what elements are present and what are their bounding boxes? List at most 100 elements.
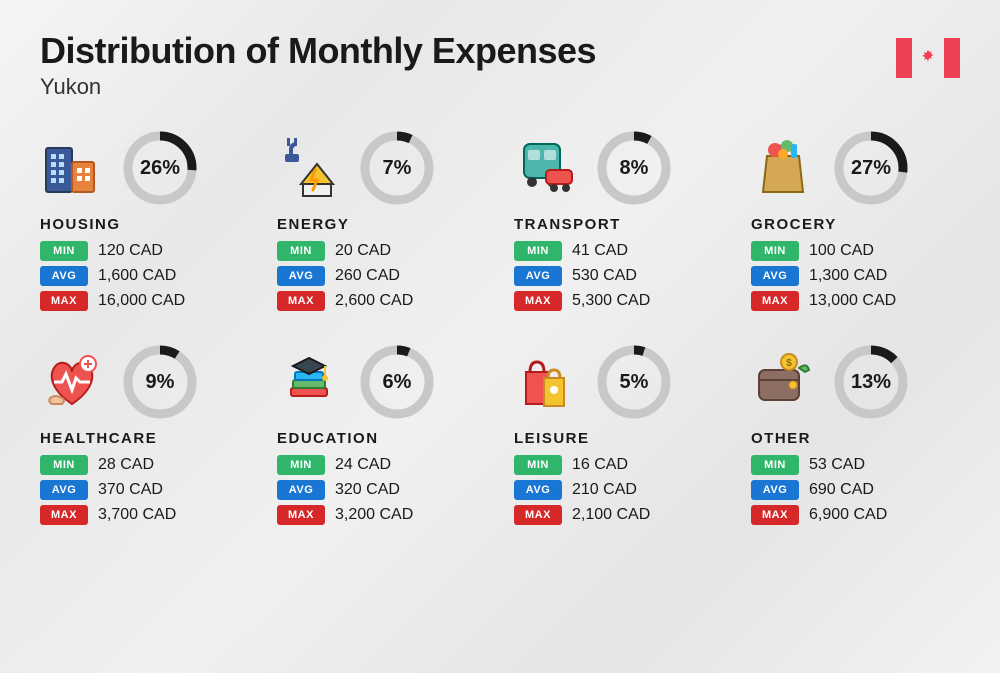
max-badge: MAX — [514, 505, 562, 525]
avg-value: 530 CAD — [572, 267, 637, 285]
page-title: Distribution of Monthly Expenses — [40, 30, 596, 72]
avg-badge: AVG — [514, 480, 562, 500]
percent-donut: 13% — [833, 344, 909, 420]
percent-label: 7% — [359, 130, 435, 206]
min-badge: MIN — [751, 455, 799, 475]
avg-value: 260 CAD — [335, 267, 400, 285]
stat-row-avg: AVG 260 CAD — [277, 266, 486, 286]
stat-row-avg: AVG 320 CAD — [277, 480, 486, 500]
region-name: Yukon — [40, 74, 596, 100]
max-badge: MAX — [40, 291, 88, 311]
energy-icon — [277, 136, 341, 200]
expense-card-transport: 8% TRANSPORT MIN 41 CAD AVG 530 CAD MAX … — [514, 130, 723, 316]
transport-icon — [514, 136, 578, 200]
avg-value: 210 CAD — [572, 481, 637, 499]
stat-row-avg: AVG 530 CAD — [514, 266, 723, 286]
expense-card-energy: 7% ENERGY MIN 20 CAD AVG 260 CAD MAX 2,6… — [277, 130, 486, 316]
max-value: 2,600 CAD — [335, 292, 413, 310]
min-value: 100 CAD — [809, 242, 874, 260]
avg-badge: AVG — [751, 266, 799, 286]
max-value: 13,000 CAD — [809, 292, 896, 310]
expense-card-healthcare: 9% HEALTHCARE MIN 28 CAD AVG 370 CAD MAX… — [40, 344, 249, 530]
min-value: 28 CAD — [98, 456, 154, 474]
stat-row-min: MIN 120 CAD — [40, 241, 249, 261]
max-badge: MAX — [751, 291, 799, 311]
canada-flag-icon — [896, 38, 960, 78]
percent-label: 9% — [122, 344, 198, 420]
max-value: 3,700 CAD — [98, 506, 176, 524]
stat-row-min: MIN 100 CAD — [751, 241, 960, 261]
percent-donut: 26% — [122, 130, 198, 206]
max-value: 2,100 CAD — [572, 506, 650, 524]
stat-row-avg: AVG 210 CAD — [514, 480, 723, 500]
min-value: 20 CAD — [335, 242, 391, 260]
percent-label: 13% — [833, 344, 909, 420]
max-value: 5,300 CAD — [572, 292, 650, 310]
min-badge: MIN — [277, 241, 325, 261]
avg-value: 690 CAD — [809, 481, 874, 499]
percent-label: 26% — [122, 130, 198, 206]
max-badge: MAX — [514, 291, 562, 311]
min-badge: MIN — [277, 455, 325, 475]
stat-row-max: MAX 13,000 CAD — [751, 291, 960, 311]
avg-badge: AVG — [277, 480, 325, 500]
max-badge: MAX — [277, 505, 325, 525]
max-badge: MAX — [751, 505, 799, 525]
stat-row-max: MAX 6,900 CAD — [751, 505, 960, 525]
avg-badge: AVG — [40, 266, 88, 286]
expense-card-other: $ 13% OTHER MIN 53 CAD AVG 690 CAD MAX 6… — [751, 344, 960, 530]
category-name: OTHER — [751, 430, 960, 447]
stat-row-avg: AVG 690 CAD — [751, 480, 960, 500]
healthcare-icon — [40, 350, 104, 414]
stat-row-avg: AVG 1,600 CAD — [40, 266, 249, 286]
min-value: 120 CAD — [98, 242, 163, 260]
stat-row-avg: AVG 370 CAD — [40, 480, 249, 500]
other-icon: $ — [751, 350, 815, 414]
percent-donut: 9% — [122, 344, 198, 420]
percent-donut: 8% — [596, 130, 672, 206]
expense-card-grocery: 27% GROCERY MIN 100 CAD AVG 1,300 CAD MA… — [751, 130, 960, 316]
max-value: 6,900 CAD — [809, 506, 887, 524]
category-name: HOUSING — [40, 216, 249, 233]
avg-badge: AVG — [751, 480, 799, 500]
percent-label: 27% — [833, 130, 909, 206]
avg-value: 320 CAD — [335, 481, 400, 499]
education-icon — [277, 350, 341, 414]
grocery-icon — [751, 136, 815, 200]
stat-row-min: MIN 20 CAD — [277, 241, 486, 261]
percent-label: 8% — [596, 130, 672, 206]
min-badge: MIN — [514, 455, 562, 475]
title-block: Distribution of Monthly Expenses Yukon — [40, 30, 596, 100]
avg-badge: AVG — [514, 266, 562, 286]
header: Distribution of Monthly Expenses Yukon — [40, 30, 960, 100]
avg-value: 1,300 CAD — [809, 267, 887, 285]
percent-label: 6% — [359, 344, 435, 420]
avg-value: 1,600 CAD — [98, 267, 176, 285]
stat-row-max: MAX 2,600 CAD — [277, 291, 486, 311]
expense-grid: 26% HOUSING MIN 120 CAD AVG 1,600 CAD MA… — [40, 130, 960, 530]
stat-row-max: MAX 16,000 CAD — [40, 291, 249, 311]
category-name: EDUCATION — [277, 430, 486, 447]
stat-row-min: MIN 28 CAD — [40, 455, 249, 475]
stat-row-max: MAX 5,300 CAD — [514, 291, 723, 311]
leisure-icon — [514, 350, 578, 414]
stat-row-min: MIN 41 CAD — [514, 241, 723, 261]
expense-card-leisure: 5% LEISURE MIN 16 CAD AVG 210 CAD MAX 2,… — [514, 344, 723, 530]
percent-label: 5% — [596, 344, 672, 420]
percent-donut: 7% — [359, 130, 435, 206]
category-name: LEISURE — [514, 430, 723, 447]
housing-icon — [40, 136, 104, 200]
min-badge: MIN — [514, 241, 562, 261]
category-name: GROCERY — [751, 216, 960, 233]
min-value: 53 CAD — [809, 456, 865, 474]
percent-donut: 6% — [359, 344, 435, 420]
avg-badge: AVG — [277, 266, 325, 286]
stat-row-max: MAX 3,200 CAD — [277, 505, 486, 525]
min-value: 16 CAD — [572, 456, 628, 474]
min-badge: MIN — [40, 241, 88, 261]
min-value: 24 CAD — [335, 456, 391, 474]
max-badge: MAX — [277, 291, 325, 311]
percent-donut: 27% — [833, 130, 909, 206]
min-badge: MIN — [751, 241, 799, 261]
expense-card-housing: 26% HOUSING MIN 120 CAD AVG 1,600 CAD MA… — [40, 130, 249, 316]
